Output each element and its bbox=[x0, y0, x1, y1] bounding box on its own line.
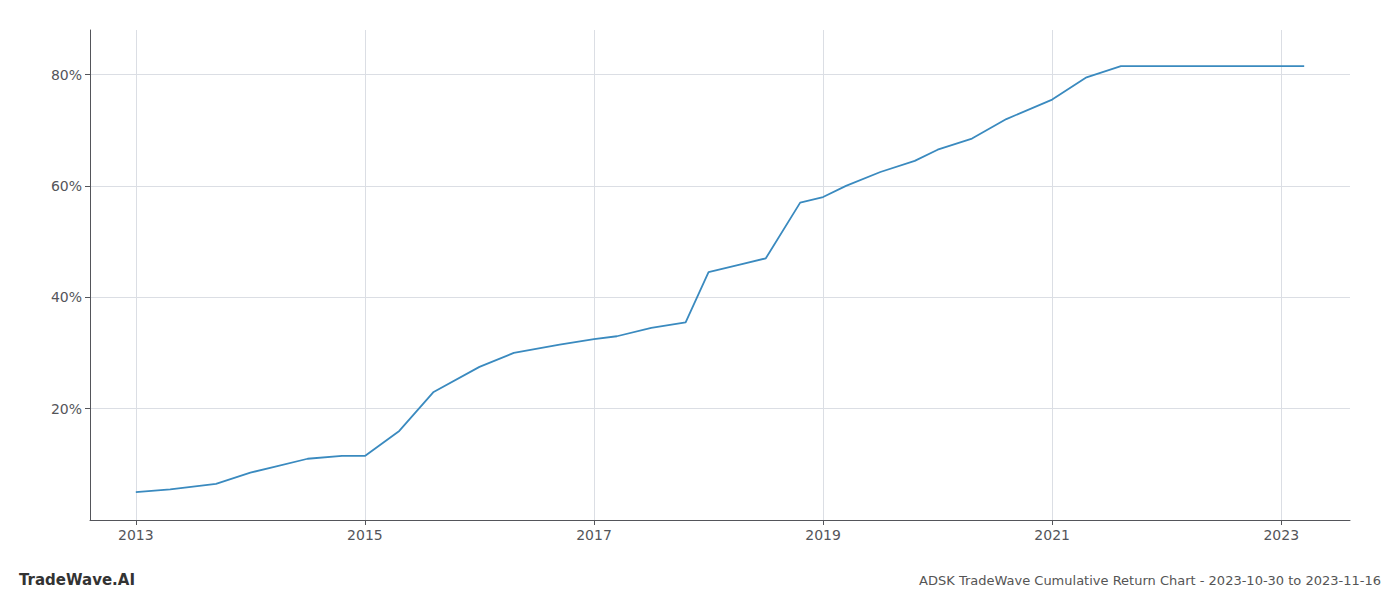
svg-text:2021: 2021 bbox=[1034, 527, 1070, 543]
svg-text:60%: 60% bbox=[51, 178, 82, 194]
svg-text:80%: 80% bbox=[51, 67, 82, 83]
svg-text:20%: 20% bbox=[51, 401, 82, 417]
svg-text:2023: 2023 bbox=[1263, 527, 1299, 543]
svg-text:2015: 2015 bbox=[347, 527, 383, 543]
svg-text:2019: 2019 bbox=[805, 527, 841, 543]
svg-text:2013: 2013 bbox=[118, 527, 154, 543]
svg-text:TradeWave.AI: TradeWave.AI bbox=[19, 571, 135, 589]
svg-text:40%: 40% bbox=[51, 289, 82, 305]
svg-text:ADSK TradeWave Cumulative Retu: ADSK TradeWave Cumulative Return Chart -… bbox=[919, 573, 1381, 588]
svg-text:2017: 2017 bbox=[576, 527, 612, 543]
